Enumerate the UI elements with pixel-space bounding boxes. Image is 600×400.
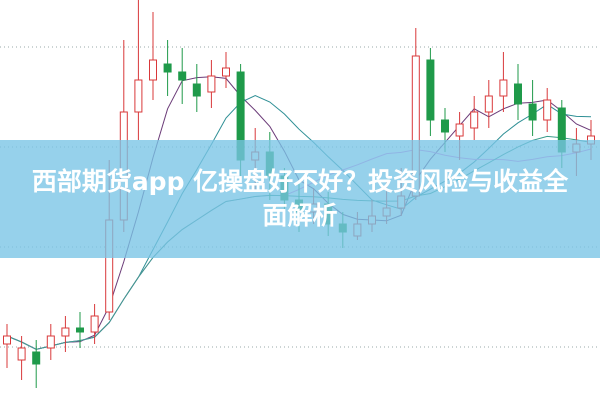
candle [149,12,157,100]
candle-body [163,63,172,73]
candle [61,316,70,352]
candle [17,336,26,380]
candle-body [149,59,157,81]
candle-body [17,347,26,361]
candle-body [470,111,479,129]
candle-body [455,123,464,137]
candle-body [134,79,143,113]
candle-body [484,95,493,113]
candle-body [528,103,537,121]
candle [3,324,11,368]
candle-body [3,335,11,345]
candle-body [207,75,216,93]
candle-body [61,327,70,337]
candle-body [178,71,187,81]
candle-body [441,119,449,133]
candle-body [543,99,552,121]
candle [470,96,479,140]
candle [178,48,187,104]
candle [90,304,99,344]
candle [46,324,55,360]
candle [514,64,522,120]
candle [192,64,201,112]
candle-body [192,83,201,97]
candle [543,88,552,132]
candle [426,48,435,136]
candle-body [90,315,99,333]
candle-body [426,59,435,121]
candle [163,40,172,96]
candle-body [499,79,508,97]
candle-body [514,83,522,105]
candle [499,52,508,112]
candle [222,52,230,88]
candle [134,0,143,140]
candle-body [46,335,55,349]
candle-body [76,327,84,333]
candle [32,340,41,388]
headline-title: 西部期货app 亿操盘好不好？投资风险与收益全面解析 [31,167,569,230]
headline-banner: 西部期货app 亿操盘好不好？投资风险与收益全面解析 [0,140,600,258]
candle [484,80,493,128]
candle [528,80,537,136]
candle [76,312,84,348]
candle [207,60,216,108]
candle-body [32,351,41,365]
candle-body [222,67,230,77]
